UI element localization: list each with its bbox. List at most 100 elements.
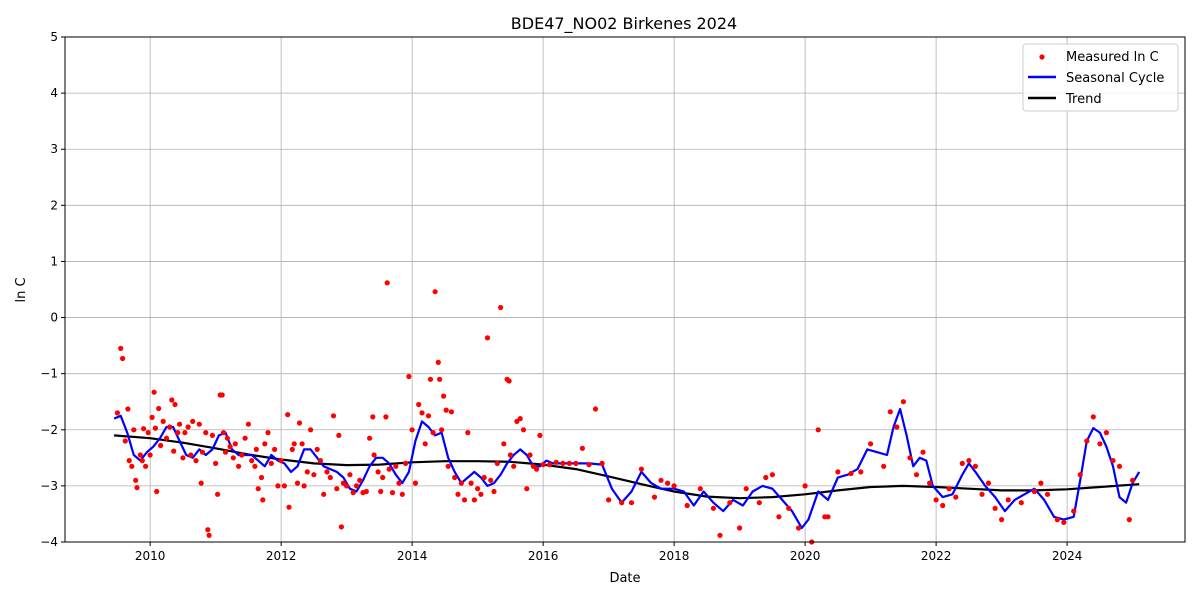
y-tick-label: 5 bbox=[50, 30, 58, 44]
measured-point bbox=[378, 488, 384, 495]
measured-point bbox=[478, 491, 484, 497]
measured-point bbox=[114, 410, 120, 416]
measured-point bbox=[314, 446, 320, 452]
measured-point bbox=[468, 480, 474, 486]
y-tick-label: 4 bbox=[50, 86, 58, 100]
measured-point bbox=[399, 491, 405, 497]
measured-point bbox=[167, 424, 173, 430]
measured-point bbox=[684, 502, 690, 509]
measured-point bbox=[126, 458, 132, 464]
measured-point bbox=[324, 469, 330, 475]
measured-point bbox=[1005, 497, 1011, 503]
y-axis-title: ln C bbox=[14, 277, 29, 302]
measured-point bbox=[236, 463, 242, 469]
axis-ticks: 2010 2012 2014 2016 2018 2020 2022 2024−4−3−2−1… bbox=[40, 30, 1082, 563]
measured-point bbox=[258, 474, 265, 481]
measured-point bbox=[992, 505, 998, 511]
measured-point bbox=[907, 455, 913, 461]
measured-point bbox=[553, 459, 559, 465]
measured-point bbox=[825, 514, 831, 520]
measured-point bbox=[219, 392, 225, 398]
measured-point bbox=[239, 452, 245, 458]
measured-point bbox=[940, 502, 946, 509]
measured-point bbox=[252, 463, 258, 469]
measured-point bbox=[498, 304, 504, 311]
measured-point bbox=[579, 445, 586, 451]
legend-label-trend: Trend bbox=[1065, 92, 1102, 107]
measured-point bbox=[188, 452, 194, 458]
measured-point bbox=[177, 421, 183, 427]
measured-point bbox=[628, 500, 635, 506]
measured-point bbox=[835, 469, 841, 475]
measured-point bbox=[222, 449, 229, 455]
measured-point bbox=[299, 441, 305, 447]
plot-frame bbox=[64, 36, 1186, 543]
measured-point bbox=[338, 524, 344, 530]
measured-point bbox=[169, 397, 175, 403]
measured-point bbox=[125, 406, 131, 412]
measured-point bbox=[370, 414, 376, 420]
measured-point bbox=[175, 430, 181, 436]
measured-point bbox=[265, 430, 271, 436]
x-tick-label: 2016 bbox=[528, 549, 559, 563]
measured-point bbox=[881, 463, 887, 469]
measured-point bbox=[203, 430, 209, 436]
measured-point bbox=[461, 497, 468, 503]
measured-point bbox=[671, 483, 677, 489]
measured-point bbox=[260, 497, 266, 503]
measured-point bbox=[1018, 500, 1024, 506]
x-tick-label: 2020 bbox=[790, 549, 821, 563]
measured-point bbox=[796, 525, 802, 531]
measured-point bbox=[437, 376, 443, 382]
measured-point bbox=[1126, 517, 1132, 523]
trend-layer bbox=[114, 434, 1140, 500]
measured-point bbox=[182, 430, 188, 436]
measured-point bbox=[475, 486, 481, 492]
measured-point bbox=[815, 427, 821, 433]
measured-point bbox=[913, 472, 920, 478]
measured-point bbox=[350, 490, 356, 496]
measured-point bbox=[786, 505, 792, 511]
measured-point bbox=[227, 444, 233, 450]
measured-point bbox=[163, 435, 170, 441]
measured-point bbox=[286, 504, 292, 510]
measured-point bbox=[406, 373, 412, 380]
measured-point bbox=[651, 494, 658, 500]
measured-point bbox=[435, 359, 441, 365]
measured-point bbox=[384, 280, 390, 286]
measured-point bbox=[638, 466, 645, 472]
measured-point bbox=[458, 480, 464, 486]
measured-point bbox=[334, 486, 340, 492]
measured-point bbox=[1097, 441, 1103, 447]
x-axis-title: Date bbox=[609, 571, 640, 586]
y-tick-label: 0 bbox=[50, 311, 58, 325]
measured-point bbox=[425, 413, 432, 419]
measured-point bbox=[488, 477, 494, 483]
measured-point bbox=[122, 438, 128, 444]
measured-point bbox=[1077, 472, 1083, 478]
measured-point bbox=[534, 466, 540, 472]
measured-point bbox=[321, 491, 327, 497]
measured-point bbox=[802, 483, 808, 489]
measured-point bbox=[278, 458, 284, 464]
measured-point bbox=[180, 455, 186, 461]
measured-point bbox=[296, 420, 303, 426]
measured-point bbox=[953, 494, 959, 500]
x-tick-label: 2024 bbox=[1052, 549, 1083, 563]
measured-point bbox=[697, 486, 703, 492]
legend-label-measured: Measured ln C bbox=[1066, 50, 1159, 65]
measured-point bbox=[432, 289, 438, 295]
measured-point bbox=[1130, 477, 1136, 483]
measured-point bbox=[242, 435, 248, 441]
measured-point bbox=[134, 485, 140, 491]
measured-point bbox=[427, 376, 434, 382]
measured-point bbox=[665, 480, 671, 486]
measured-point bbox=[158, 442, 164, 449]
measured-point bbox=[141, 426, 147, 432]
measured-point bbox=[455, 491, 461, 497]
measured-point bbox=[311, 472, 317, 478]
x-tick-label: 2022 bbox=[921, 549, 952, 563]
measured-point bbox=[403, 460, 409, 466]
measured-point bbox=[160, 418, 166, 424]
measured-point bbox=[710, 505, 717, 511]
